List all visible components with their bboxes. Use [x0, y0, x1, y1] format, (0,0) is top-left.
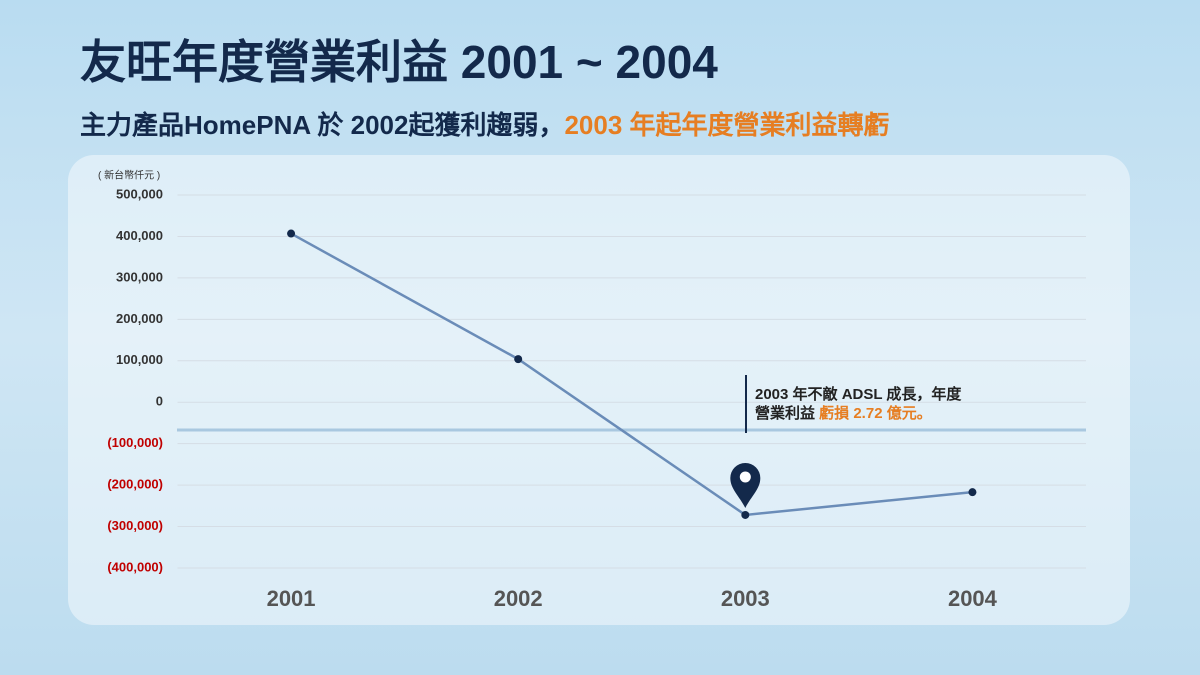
subtitle-highlight: 2003 年起年度營業利益轉虧	[564, 110, 889, 140]
point	[514, 355, 523, 364]
title: 友旺年度營業利益 2001 ~ 2004	[80, 36, 718, 88]
plot: (400,000) (300,000) (200,000) (100,000) 0 100…	[107, 186, 1086, 611]
annotation-highlight: 虧損 2.72 億元。	[818, 404, 932, 422]
pin	[730, 462, 761, 508]
y-tick-label: 500,000	[116, 186, 163, 201]
y-tick-label: 0	[156, 394, 163, 409]
y-unit: ( 新台幣仟元 )	[98, 169, 160, 182]
y-tick-label: 100,000	[116, 352, 163, 367]
y-tick-label: (100,000)	[107, 435, 163, 450]
y-tick-label: 300,000	[116, 269, 163, 284]
x-tick-label: 2003	[721, 586, 770, 611]
y-tick-label: (400,000)	[107, 559, 163, 574]
annotation-line: 2003 年不敵 ADSL 成長，年度	[755, 385, 962, 403]
annotation-part: 營業利益	[755, 404, 819, 422]
point	[287, 229, 296, 238]
point	[968, 488, 977, 497]
chart-panel	[68, 155, 1130, 625]
pin-hole	[739, 471, 751, 483]
subtitle: 主力產品HomePNA 於 2002起獲利趨弱，2003 年起年度營業利益轉虧	[80, 110, 890, 140]
subtitle-part: 主力產品HomePNA 於 2002起獲利趨弱，	[80, 110, 564, 140]
point	[741, 510, 750, 519]
y-tick-label: (200,000)	[107, 477, 163, 492]
x-tick-label: 2002	[494, 586, 543, 611]
x-tick-label: 2001	[267, 586, 316, 611]
series-line	[290, 232, 973, 517]
annotation-line: 營業利益 虧損 2.72 億元。	[755, 404, 932, 422]
x-tick-label: 2004	[948, 586, 998, 611]
y-tick-label: 400,000	[116, 228, 163, 243]
y-tick-label: (300,000)	[107, 518, 163, 533]
y-tick-label: 200,000	[116, 311, 163, 326]
